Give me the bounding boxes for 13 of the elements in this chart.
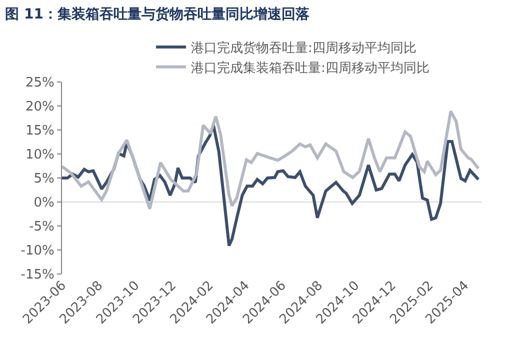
y-tick-label: 15% xyxy=(25,124,54,139)
y-tick-label: 5% xyxy=(34,172,54,187)
legend-label: 港口完成货物吞吐量:四周移动平均同比 xyxy=(191,40,416,56)
y-tick-label: -5% xyxy=(29,220,54,235)
y-tick-label: 0% xyxy=(34,196,54,211)
legend-label: 港口完成集装箱吞吐量:四周移动平均同比 xyxy=(191,60,430,76)
chart-title: 图 11：集装箱吞吐量与货物吞吐量同比增速回落 xyxy=(5,6,311,22)
y-tick-label: 10% xyxy=(25,148,54,163)
y-tick-label: 25% xyxy=(25,76,54,91)
y-tick-label: -10% xyxy=(20,244,54,259)
y-tick-label: 20% xyxy=(25,100,54,115)
line-series xyxy=(62,110,480,210)
y-tick-label: -15% xyxy=(20,268,54,283)
